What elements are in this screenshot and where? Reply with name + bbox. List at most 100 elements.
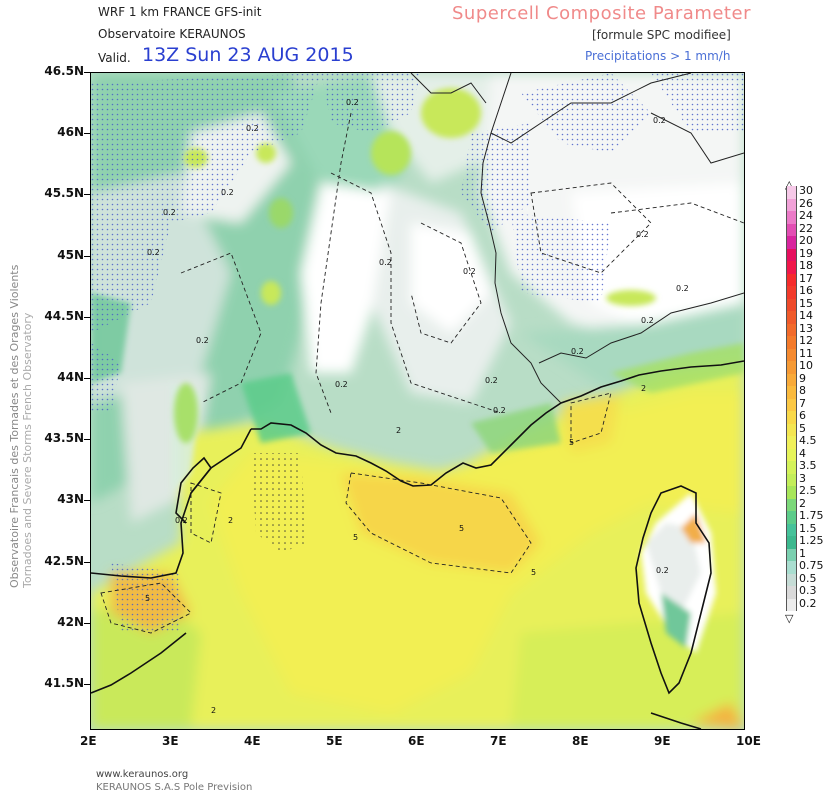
- colorbar-label: 0.5: [799, 571, 817, 585]
- colorbar-label: 2.5: [799, 484, 817, 497]
- longitude-tick-label: 5E: [326, 734, 343, 748]
- colorbar-swatch: [786, 223, 797, 236]
- latitude-tick-mark: [84, 622, 90, 624]
- colorbar-swatch: [786, 286, 797, 299]
- longitude-tick-label: 10E: [736, 734, 761, 748]
- latitude-tick-mark: [84, 133, 90, 135]
- colorbar-swatch: [786, 198, 797, 211]
- contour-label-2: 2: [396, 426, 401, 435]
- colorbar-label: 20: [799, 234, 813, 247]
- contour-labels: 0.2 0.2 0.2 0.2 0.2 0.2 0.2 0.2 0.2 0.2 …: [145, 98, 689, 715]
- contour-label-02: 0.2: [335, 380, 348, 389]
- longitude-tick-label: 3E: [162, 734, 179, 748]
- latitude-tick-mark: [84, 439, 90, 441]
- contours: [100, 112, 744, 634]
- colorbar-down-arrow: ▽: [785, 612, 794, 625]
- colorbar-label: 9: [799, 371, 806, 385]
- contour-label-02: 0.2: [346, 98, 359, 107]
- model-run-label: WRF 1 km FRANCE GFS-init: [98, 5, 262, 19]
- contour-label-02: 0.2: [147, 248, 160, 257]
- colorbar-up-arrow: △: [785, 178, 794, 191]
- colorbar-label: 1.75: [799, 509, 824, 522]
- colorbar-swatch: [786, 536, 797, 549]
- contour-label-02: 0.2: [163, 208, 176, 217]
- latitude-tick-mark: [84, 255, 90, 257]
- longitude-tick-label: 9E: [654, 734, 671, 748]
- colorbar-label: 0.75: [799, 559, 824, 572]
- footer-url[interactable]: www.keraunos.org: [96, 769, 189, 780]
- contour-label-02: 0.2: [463, 267, 476, 276]
- contour-label-02: 0.2: [221, 188, 234, 197]
- colorbar-swatch: [786, 323, 797, 336]
- colorbar-label: 5: [799, 421, 806, 435]
- colorbar-swatch: [786, 373, 797, 386]
- precip-note: Precipitations > 1 mm/h: [585, 49, 731, 63]
- latitude-tick-mark: [84, 316, 90, 318]
- valid-time: 13Z Sun 23 AUG 2015: [142, 44, 354, 66]
- longitude-tick-label: 8E: [572, 734, 589, 748]
- colorbar-swatch: [786, 548, 797, 561]
- colorbar-swatch: [786, 398, 797, 411]
- scp-field-map: 0.2 0.2 0.2 0.2 0.2 0.2 0.2 0.2 0.2 0.2 …: [91, 73, 744, 729]
- latitude-tick-label: 46.5N: [44, 64, 84, 78]
- colorbar-label: 14: [799, 309, 813, 322]
- colorbar-label: 0.3: [799, 584, 817, 597]
- map-subtitle: [formule SPC modifiee]: [592, 28, 731, 42]
- colorbar-label: 22: [799, 221, 813, 235]
- colorbar-label: 16: [799, 284, 813, 297]
- contour-label-5: 5: [531, 568, 536, 577]
- colorbar-label: 1: [799, 546, 806, 560]
- latitude-tick-mark: [84, 561, 90, 563]
- contour-label-2: 2: [641, 384, 646, 393]
- colorbar-swatch: [786, 573, 797, 586]
- contour-label-02: 0.2: [175, 516, 188, 525]
- colorbar-label: 24: [799, 209, 813, 222]
- colorbar-label: 12: [799, 334, 813, 347]
- contour-label-02: 0.2: [676, 284, 689, 293]
- colorbar-swatch: [786, 236, 797, 249]
- longitude-tick-label: 2E: [80, 734, 97, 748]
- colorbar-swatch: [786, 523, 797, 536]
- colorbar-swatch: [786, 436, 797, 449]
- colorbar-label: 2: [799, 496, 806, 510]
- colorbar-label: 1.5: [799, 521, 817, 535]
- contour-label-02: 0.2: [246, 124, 259, 133]
- colorbar-swatch: [786, 511, 797, 524]
- colorbar-label: 10: [799, 359, 813, 372]
- colorbar-label: 30: [799, 184, 813, 197]
- contour-label-02: 0.2: [493, 406, 506, 415]
- colorbar-label: 11: [799, 346, 813, 360]
- latitude-tick-label: 45N: [57, 247, 84, 262]
- colorbar-label: 4: [799, 446, 806, 460]
- contour-label-02: 0.2: [636, 230, 649, 239]
- latitude-tick-mark: [84, 72, 90, 73]
- colorbar-swatch: [786, 498, 797, 511]
- longitude-tick-label: 6E: [408, 734, 425, 748]
- colorbar-swatch: [786, 486, 797, 499]
- contour-label-02: 0.2: [379, 258, 392, 267]
- latitude-tick-label: 42N: [57, 614, 84, 629]
- footer-company: KERAUNOS S.A.S Pole Prevision: [96, 782, 253, 793]
- colorbar-swatch: [786, 336, 797, 349]
- colorbar-label: 1.25: [799, 534, 824, 547]
- colorbar-swatch: [786, 598, 797, 611]
- contour-label-02: 0.2: [571, 347, 584, 356]
- colorbar-label: 18: [799, 259, 813, 272]
- side-credit-line1: Observatoire Francais des Tornades et de…: [8, 264, 21, 588]
- longitude-tick-label: 4E: [244, 734, 261, 748]
- colorbar-label: 7: [799, 396, 806, 410]
- coastline: [91, 360, 744, 729]
- side-credit: Observatoire Francais des Tornades et de…: [8, 265, 34, 588]
- colorbar-label: 6: [799, 409, 806, 422]
- colorbar-swatch: [786, 586, 797, 599]
- colorbar-swatch: [786, 461, 797, 474]
- contour-label-2: 2: [228, 516, 233, 525]
- latitude-tick-label: 44.5N: [44, 308, 84, 323]
- contour-label-02: 0.2: [641, 316, 654, 325]
- contour-label-02: 0.2: [653, 116, 666, 125]
- contour-label-5: 5: [459, 524, 464, 533]
- latitude-tick-label: 41.5N: [44, 676, 84, 690]
- latitude-tick-mark: [84, 378, 90, 379]
- contour-label-5: 5: [353, 533, 358, 542]
- colorbar-swatch: [786, 311, 797, 324]
